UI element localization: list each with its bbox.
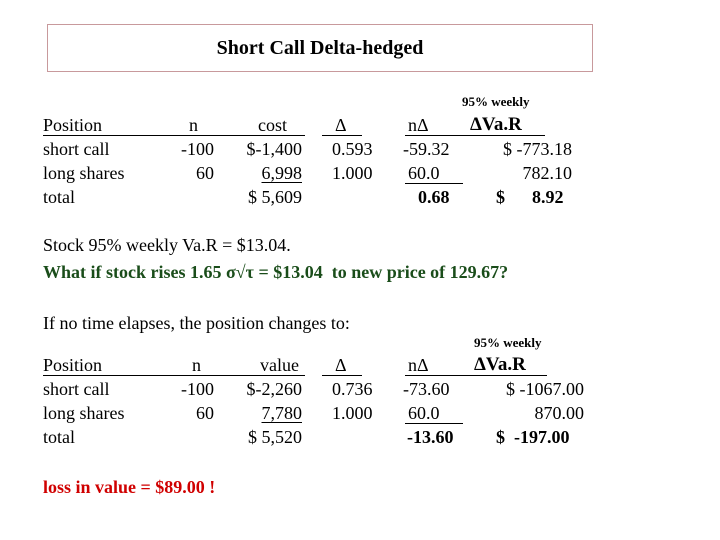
t2-row1-n: -100: [181, 379, 214, 399]
t2-row1-dvar: $ -1067.00: [506, 379, 584, 399]
t1-ndelta-underline: [405, 183, 463, 184]
t2-row2-value: 7,780: [261, 403, 303, 423]
t1-header-dvar: ΔVa.R: [470, 114, 522, 135]
t1-header-underline-delta: [322, 135, 362, 136]
t1-header-underline-right: [405, 135, 545, 136]
t1-row2-delta: 1.000: [332, 163, 373, 183]
t2-header-underline-right: [405, 375, 547, 376]
t2-row3-dvar: $ -197.00: [496, 427, 570, 447]
t1-row1-ndelta: -59.32: [403, 139, 450, 159]
t1-row2-n: 60: [196, 163, 214, 183]
t2-row3-ndelta: -13.60: [407, 427, 454, 447]
t2-row2-delta: 1.000: [332, 403, 373, 423]
t2-row1-delta: 0.736: [332, 379, 373, 399]
if-no-time-text: If no time elapses, the position changes…: [43, 313, 350, 333]
t1-row1-dvar: $ -773.18: [503, 139, 572, 159]
t1-header-cost: cost: [258, 115, 287, 135]
t2-header-n: n: [192, 355, 201, 375]
t1-header-underline-left: [43, 135, 305, 136]
t1-row2-ndelta: 60.0: [408, 163, 440, 183]
page-title: Short Call Delta-hedged: [216, 37, 424, 59]
t2-row2-dvar: 870.00: [534, 403, 585, 423]
t2-header-underline-left: [43, 375, 305, 376]
t2-row2-ndelta: 60.0: [408, 403, 440, 423]
t2-row1-ndelta: -73.60: [403, 379, 450, 399]
stock-var-text: Stock 95% weekly Va.R = $13.04.: [43, 235, 291, 255]
t1-header-delta: Δ: [335, 115, 347, 135]
t2-header-position: Position: [43, 355, 103, 375]
t1-row2-dvar: 782.10: [522, 163, 573, 183]
t1-row2-cost: 6,998: [261, 163, 303, 183]
t1-row1-n: -100: [181, 139, 214, 159]
t2-header-ndelta: nΔ: [408, 355, 429, 375]
t2-header-delta: Δ: [335, 355, 347, 375]
t1-row1-position: short call: [43, 139, 110, 159]
t2-header-dvar: ΔVa.R: [474, 354, 526, 375]
t2-ndelta-underline: [405, 423, 463, 424]
t1-row3-dvar: $ 8.92: [496, 187, 564, 207]
t1-header-position: Position: [43, 115, 103, 135]
t1-row3-position: total: [43, 187, 75, 207]
t2-row1-position: short call: [43, 379, 110, 399]
t2-row3-position: total: [43, 427, 75, 447]
t2-header-value: value: [260, 355, 299, 375]
table1-note: 95% weekly: [462, 94, 530, 109]
t1-row3-cost: $ 5,609: [248, 187, 302, 207]
t1-row1-delta: 0.593: [332, 139, 373, 159]
t1-row1-cost: $-1,400: [246, 139, 303, 159]
loss-text: loss in value = $89.00 !: [43, 477, 216, 497]
table2-note: 95% weekly: [474, 335, 542, 350]
t2-row1-value: $-2,260: [246, 379, 303, 399]
t2-row2-position: long shares: [43, 403, 125, 423]
t1-header-n: n: [189, 115, 198, 135]
t2-row2-n: 60: [196, 403, 214, 423]
t1-row2-position: long shares: [43, 163, 125, 183]
title-box: Short Call Delta-hedged: [47, 24, 593, 72]
t1-row3-ndelta: 0.68: [418, 187, 450, 207]
t2-row3-value: $ 5,520: [248, 427, 302, 447]
t1-header-ndelta: nΔ: [408, 115, 429, 135]
t2-header-underline-delta: [322, 375, 362, 376]
what-if-text: What if stock rises 1.65 σ√τ = $13.04 to…: [43, 262, 509, 282]
